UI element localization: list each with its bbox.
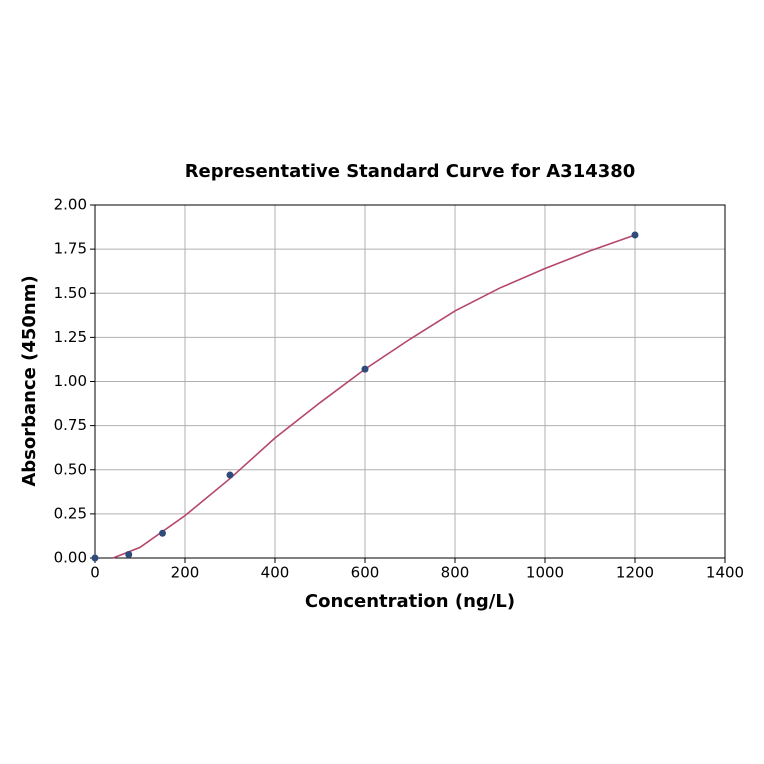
x-tick-label: 600: [351, 564, 380, 582]
y-axis-label: Absorbance (450nm): [19, 275, 40, 486]
chart-title: Representative Standard Curve for A31438…: [185, 161, 636, 182]
y-tick-label: 1.50: [54, 284, 87, 302]
y-tick-label: 1.00: [54, 372, 87, 390]
y-tick-label: 1.75: [54, 240, 87, 258]
y-tick-label: 2.00: [54, 196, 87, 214]
x-tick-label: 1000: [526, 564, 564, 582]
data-point: [226, 471, 234, 479]
y-tick-label: 0.50: [54, 460, 87, 478]
data-point: [631, 231, 639, 239]
data-point: [125, 550, 133, 558]
y-tick-label: 0.75: [54, 416, 87, 434]
x-tick-label: 800: [441, 564, 470, 582]
x-tick-label: 200: [171, 564, 200, 582]
plot-frame: [94, 204, 726, 559]
x-axis-label: Concentration (ng/L): [305, 591, 515, 612]
x-tick-label: 0: [90, 564, 100, 582]
y-tick-label: 1.25: [54, 328, 87, 346]
y-tick-label: 0.25: [54, 504, 87, 522]
fit-curve: [112, 234, 636, 559]
x-tick-label: 1400: [706, 564, 744, 582]
y-tick-label: 0.00: [54, 549, 87, 567]
data-point: [91, 554, 99, 562]
x-tick-label: 400: [261, 564, 290, 582]
data-point: [361, 365, 369, 373]
x-tick-label: 1200: [616, 564, 654, 582]
data-point: [159, 529, 166, 537]
